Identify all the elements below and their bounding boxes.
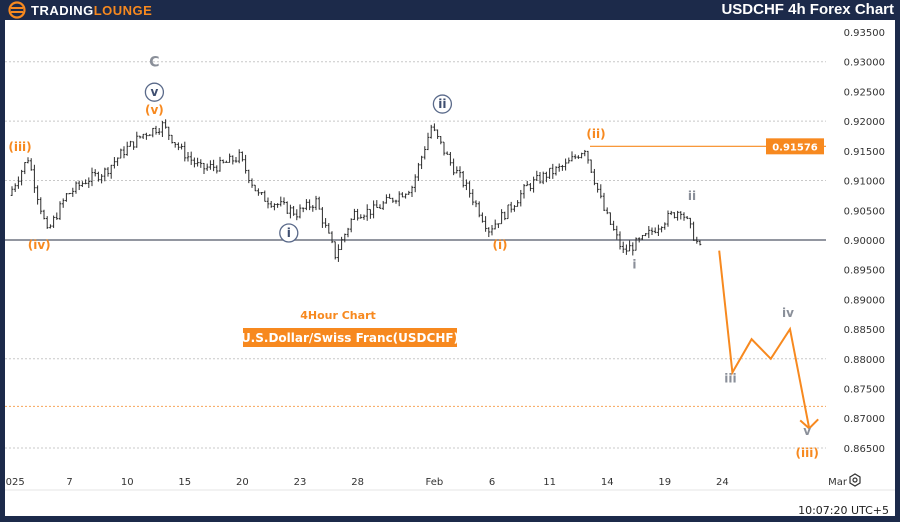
wave-label: iv (782, 306, 794, 320)
time-tick: 10 (121, 477, 134, 488)
price-tick: 0.91500 (844, 147, 885, 158)
wave-label: (ii) (586, 127, 605, 141)
logo: TRADING LOUNGE (8, 1, 152, 19)
price-tick: 0.90000 (844, 236, 885, 247)
price-tick: 0.93000 (844, 58, 885, 69)
wave-circle (144, 82, 165, 102)
wave-label: ii (438, 97, 446, 111)
price-tick: 0.89000 (844, 295, 885, 306)
projection-path (718, 250, 819, 430)
price-axis: 0.93500 0.93000 0.92500 0.92000 0.91500 0.910… (766, 28, 885, 455)
price-tick: 0.92500 (844, 87, 885, 98)
wave-circle (432, 94, 453, 114)
wave-label: v (150, 85, 158, 99)
wave-circle (279, 223, 299, 243)
wave-label: i (632, 257, 636, 271)
ohlc-bars (10, 119, 702, 262)
price-tick: 0.89500 (844, 266, 885, 277)
time-tick: 28 (351, 477, 364, 488)
price-tick: 0.90500 (844, 206, 885, 217)
wave-label: iii (724, 372, 736, 386)
logo-icon (8, 1, 26, 19)
time-tick: 7 (66, 477, 72, 488)
time-tick: Feb (426, 477, 444, 488)
time-tick: 6 (489, 477, 495, 488)
time-tick: 24 (716, 477, 729, 488)
wave-label: (iii) (796, 446, 819, 460)
clock: 10:07:20 UTC+5 (798, 504, 889, 516)
arrow-head-icon (799, 418, 819, 430)
grid (5, 61, 826, 449)
price-tick: 0.91000 (844, 177, 885, 188)
price-tick: 0.87500 (844, 385, 885, 396)
settings-icon[interactable] (849, 473, 861, 487)
wave-label: (iii) (8, 140, 31, 154)
price-tick: 0.93500 (844, 28, 885, 39)
logo-text-trading: TRADING (31, 2, 94, 18)
price-tick: 0.88500 (844, 325, 885, 336)
wave-label: ii (688, 189, 696, 203)
header: TRADING LOUNGE USDCHF 4h Forex Chart (0, 0, 900, 20)
chart-heading: 4Hour Chart (300, 309, 376, 322)
chart-subtitle: U.S.Dollar/Swiss Franc(USDCHF) (241, 331, 459, 345)
time-tick: 20 (236, 477, 249, 488)
wave-label: (v) (145, 103, 164, 117)
time-tick: 14 (601, 477, 614, 488)
time-tick: 15 (178, 477, 191, 488)
wave-label: C (149, 54, 159, 70)
price-marker-box (766, 138, 824, 155)
price-tick: 0.88000 (844, 355, 885, 366)
time-tick: 19 (658, 477, 671, 488)
time-tick: 2025 (5, 477, 25, 488)
time-tick: 23 (294, 477, 307, 488)
wave-label: v (803, 424, 811, 438)
time-axis: 2025 7 10 15 20 23 28 Feb 6 11 14 19 24 Mar (0, 477, 848, 488)
projection-line (718, 250, 811, 429)
time-tick: 11 (543, 477, 556, 488)
subtitle-box (243, 328, 457, 347)
chart-title: USDCHF 4h Forex Chart (721, 1, 894, 18)
wave-label: (iv) (28, 238, 51, 252)
price-tick: 0.86500 (844, 444, 885, 455)
price-tick: 0.92000 (844, 117, 885, 128)
price-marker-label: 0.91576 (772, 142, 818, 153)
logo-text-lounge: LOUNGE (93, 2, 153, 18)
wave-label: i (287, 226, 291, 240)
time-tick: Mar (828, 477, 848, 488)
wave-label: (i) (492, 238, 507, 252)
price-tick: 0.87000 (844, 414, 885, 425)
